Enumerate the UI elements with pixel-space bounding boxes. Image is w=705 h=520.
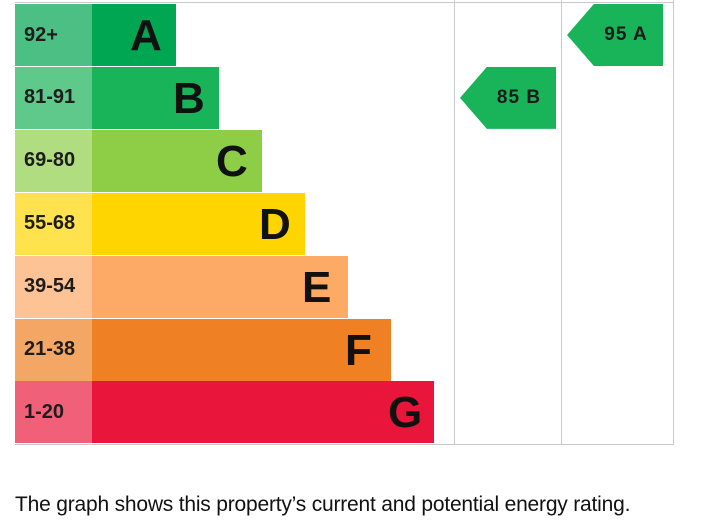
frame-bottom-border bbox=[15, 444, 674, 445]
current-rating-label: 85 B bbox=[496, 86, 542, 108]
band-row-f: 21-38 F bbox=[15, 318, 455, 381]
band-bar-d bbox=[92, 192, 305, 255]
band-range-label: 92+ bbox=[15, 4, 92, 66]
band-range-label: 1-20 bbox=[15, 381, 92, 444]
band-letter: F bbox=[345, 325, 372, 375]
frame-right-border bbox=[673, 0, 674, 445]
frame-top-border bbox=[15, 2, 674, 3]
band-row-c: 69-80 C bbox=[15, 129, 455, 192]
current-rating-arrow: 85 B bbox=[460, 66, 556, 129]
band-letter: C bbox=[216, 136, 248, 186]
current-column-divider bbox=[454, 0, 455, 445]
band-letter: A bbox=[130, 11, 162, 60]
band-range-label: 81-91 bbox=[15, 66, 92, 129]
band-bar-f bbox=[92, 318, 391, 381]
band-bar-g bbox=[92, 381, 434, 444]
band-range-label: 69-80 bbox=[15, 129, 92, 192]
band-range-label: 21-38 bbox=[15, 318, 92, 381]
chart-caption: The graph shows this property’s current … bbox=[15, 493, 631, 516]
band-row-b: 81-91 B bbox=[15, 66, 455, 129]
band-letter: B bbox=[173, 73, 205, 123]
band-letter: D bbox=[259, 199, 291, 249]
band-range-label: 55-68 bbox=[15, 192, 92, 255]
potential-rating-arrow: 95 A bbox=[567, 4, 663, 66]
band-letter: G bbox=[388, 388, 423, 438]
band-bar-c bbox=[92, 129, 262, 192]
band-row-g: 1-20 G bbox=[15, 381, 455, 444]
band-row-d: 55-68 D bbox=[15, 192, 455, 255]
band-bar-b bbox=[92, 66, 219, 129]
band-range-label: 39-54 bbox=[15, 255, 92, 318]
energy-rating-chart: 92+ A 81-91 B 69-80 C 55-68 D 39-54 E 21-38 F 1-20 G … bbox=[15, 0, 674, 445]
potential-rating-label: 95 A bbox=[604, 24, 648, 45]
band-letter: E bbox=[302, 262, 332, 312]
band-bar-e bbox=[92, 255, 348, 318]
potential-column-divider bbox=[561, 0, 562, 445]
band-bar-a bbox=[92, 4, 176, 66]
band-row-e: 39-54 E bbox=[15, 255, 455, 318]
band-row-a: 92+ A bbox=[15, 4, 455, 66]
